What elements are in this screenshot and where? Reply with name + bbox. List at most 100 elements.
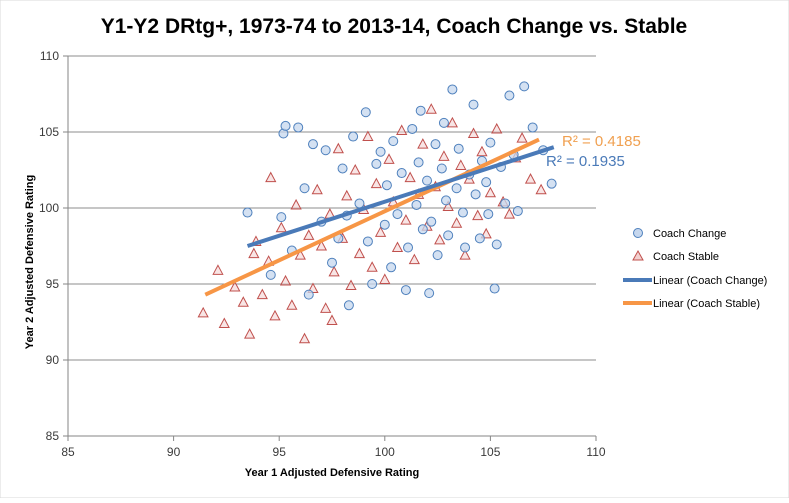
coach-stable-point xyxy=(265,171,277,183)
coach-stable-point xyxy=(212,264,224,275)
coach-stable-point xyxy=(237,296,249,307)
coach-stable-point xyxy=(303,229,315,240)
coach-stable-point xyxy=(290,198,302,210)
coach-stable-point xyxy=(315,239,328,251)
coach-change-point xyxy=(424,288,435,299)
coach-change-point xyxy=(438,117,449,128)
coach-stable-point xyxy=(197,306,209,318)
coach-change-point xyxy=(367,279,378,289)
coach-change-point xyxy=(481,177,492,188)
x-tick-labels: 85 90 95 100 105 110 xyxy=(61,445,606,459)
coach-change-point xyxy=(413,157,424,168)
coach-stable-point xyxy=(294,249,306,260)
r2-change-label: R² = 0.1935 xyxy=(546,153,625,170)
coach-stable-point xyxy=(442,200,454,211)
coach-change-point xyxy=(443,230,454,241)
coach-change-point xyxy=(483,209,494,220)
coach-stable-point xyxy=(298,332,311,344)
coach-stable-point xyxy=(450,217,463,228)
coach-change-point xyxy=(485,137,496,148)
coach-change-point xyxy=(293,122,304,133)
coach-stable-points xyxy=(197,103,547,344)
coach-change-point xyxy=(453,143,464,154)
trendline-coach-change xyxy=(246,145,555,248)
coach-stable-point xyxy=(279,274,292,286)
coach-stable-point xyxy=(396,124,408,135)
coach-change-point xyxy=(381,180,392,191)
legend-item-linear-change: Linear (Coach Change) xyxy=(623,275,767,287)
coach-change-point xyxy=(415,105,426,116)
coach-change-point xyxy=(426,216,437,227)
coach-change-point xyxy=(500,198,511,209)
coach-change-point xyxy=(430,139,441,150)
chart-title: Y1-Y2 DRtg+, 1973-74 to 2013-14, Coach C… xyxy=(101,15,687,38)
coach-change-point xyxy=(348,131,359,142)
x-axis-title: Year 1 Adjusted Defensive Rating xyxy=(245,467,419,479)
coach-stable-point xyxy=(243,328,256,339)
x-tick-label: 85 xyxy=(61,445,75,459)
coach-stable-point xyxy=(345,279,357,291)
coach-change-point xyxy=(388,136,399,147)
axes xyxy=(63,55,597,441)
coach-stable-point xyxy=(311,183,323,195)
coach-stable-point xyxy=(503,208,516,219)
legend-label-linear-stable: Linear (Coach Stable) xyxy=(653,298,760,310)
coach-stable-point xyxy=(256,288,268,300)
coach-change-point xyxy=(491,239,502,250)
x-tick-label: 105 xyxy=(480,445,500,459)
y-axis-title: Year 2 Adjusted Defensive Rating xyxy=(24,175,36,349)
coach-change-point xyxy=(519,81,530,92)
coach-change-point xyxy=(396,168,407,179)
coach-stable-point xyxy=(229,280,241,292)
legend-circle-marker xyxy=(633,228,643,238)
legend: Coach Change Coach Stable Linear (Coach … xyxy=(623,228,767,310)
legend-label-coach-stable: Coach Stable xyxy=(653,251,719,263)
coach-change-point xyxy=(512,206,523,217)
legend-item-coach-change: Coach Change xyxy=(633,228,726,240)
coach-stable-point xyxy=(353,247,366,259)
coach-stable-point xyxy=(341,189,353,201)
x-tick-label: 90 xyxy=(167,445,181,459)
coach-stable-point xyxy=(379,273,391,284)
coach-change-point xyxy=(470,189,481,200)
coach-change-point xyxy=(320,145,331,156)
coach-stable-point xyxy=(370,177,382,189)
coach-stable-point xyxy=(434,233,446,245)
y-tick-label: 105 xyxy=(39,125,59,139)
coach-change-point xyxy=(265,269,276,280)
coach-stable-point xyxy=(391,241,404,253)
y-tick-label: 90 xyxy=(46,353,60,367)
coach-stable-point xyxy=(417,138,429,149)
coach-change-point xyxy=(451,183,462,194)
x-tick-label: 100 xyxy=(375,445,395,459)
coach-change-point xyxy=(327,257,337,268)
coach-change-point xyxy=(379,219,390,230)
coach-change-point xyxy=(546,178,557,189)
coach-stable-point xyxy=(455,159,467,170)
coach-stable-point xyxy=(472,209,484,221)
coach-stable-point xyxy=(326,314,338,325)
coach-stable-point xyxy=(516,132,528,143)
coach-change-point xyxy=(375,146,386,157)
coach-stable-point xyxy=(524,173,537,184)
coach-change-point xyxy=(474,233,485,244)
coach-change-point xyxy=(489,283,500,294)
coach-stable-point xyxy=(383,153,395,164)
coach-stable-point xyxy=(425,103,437,114)
x-tick-label: 95 xyxy=(273,445,287,459)
coach-change-point xyxy=(432,250,443,261)
trendline-coach-stable xyxy=(204,137,540,297)
legend-item-coach-stable: Coach Stable xyxy=(632,249,719,263)
coach-stable-point xyxy=(366,261,378,272)
y-tick-label: 85 xyxy=(46,429,60,443)
coach-change-point xyxy=(422,175,433,186)
coach-change-point xyxy=(407,123,418,134)
y-tick-labels: 85 90 95 100 105 110 xyxy=(39,49,59,443)
coach-change-point xyxy=(386,262,397,273)
coach-stable-point xyxy=(404,171,416,183)
coach-change-point xyxy=(371,158,382,169)
coach-stable-point xyxy=(349,163,361,175)
legend-item-linear-stable: Linear (Coach Stable) xyxy=(623,298,760,310)
